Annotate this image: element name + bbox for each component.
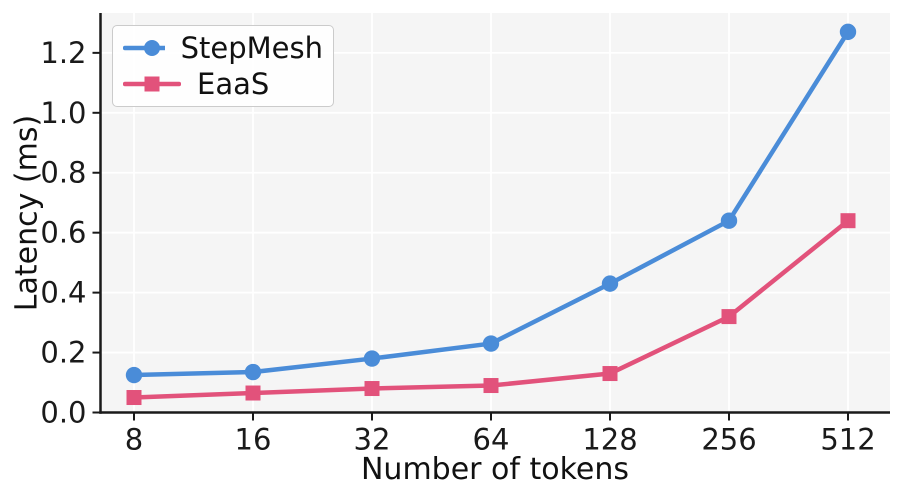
data-point-stepmesh [720,212,738,229]
data-point-stepmesh [839,23,857,41]
y-axis-label: Latency (ms) [9,114,45,312]
x-tick-label: 128 [582,423,637,457]
legend-item-stepmesh: StepMesh [123,30,323,66]
y-tick-label: 0.8 [40,156,86,190]
data-point-eaas [364,381,380,397]
data-point-stepmesh [244,363,262,381]
legend-sample-square [144,76,160,92]
x-tick-label: 16 [235,423,272,457]
legend-item-eaas: EaaS [123,66,323,102]
data-point-stepmesh [125,366,143,384]
y-tick-label: 0.2 [40,336,86,370]
legend-label-eaas: EaaS [197,66,270,101]
data-point-eaas [126,390,142,406]
data-point-eaas [721,309,737,325]
y-tick-label: 0.0 [40,396,86,430]
data-point-stepmesh [601,275,619,292]
y-tick-label: 1.2 [40,36,86,70]
data-point-eaas [840,213,856,229]
data-point-eaas [245,385,261,401]
x-tick-label: 64 [473,423,510,457]
x-tick-label: 8 [125,423,143,457]
x-tick-label: 32 [354,423,391,457]
x-tick-label: 256 [701,423,756,457]
legend: StepMesh EaaS [112,25,334,107]
data-point-eaas [602,366,618,382]
data-point-stepmesh [482,335,500,352]
x-tick-label: 512 [820,423,875,457]
legend-sample-circle [144,40,160,56]
stepmesh-line-circle-icon [123,40,165,56]
eaas-line-square-icon [123,76,181,92]
legend-label-stepmesh: StepMesh [180,30,323,65]
data-point-eaas [483,378,499,394]
y-tick-label: 1.0 [40,96,86,130]
x-axis-label: Number of tokens [360,452,630,487]
data-point-stepmesh [363,350,381,367]
y-tick-label: 0.6 [40,216,86,250]
y-tick-label: 0.4 [40,276,86,310]
